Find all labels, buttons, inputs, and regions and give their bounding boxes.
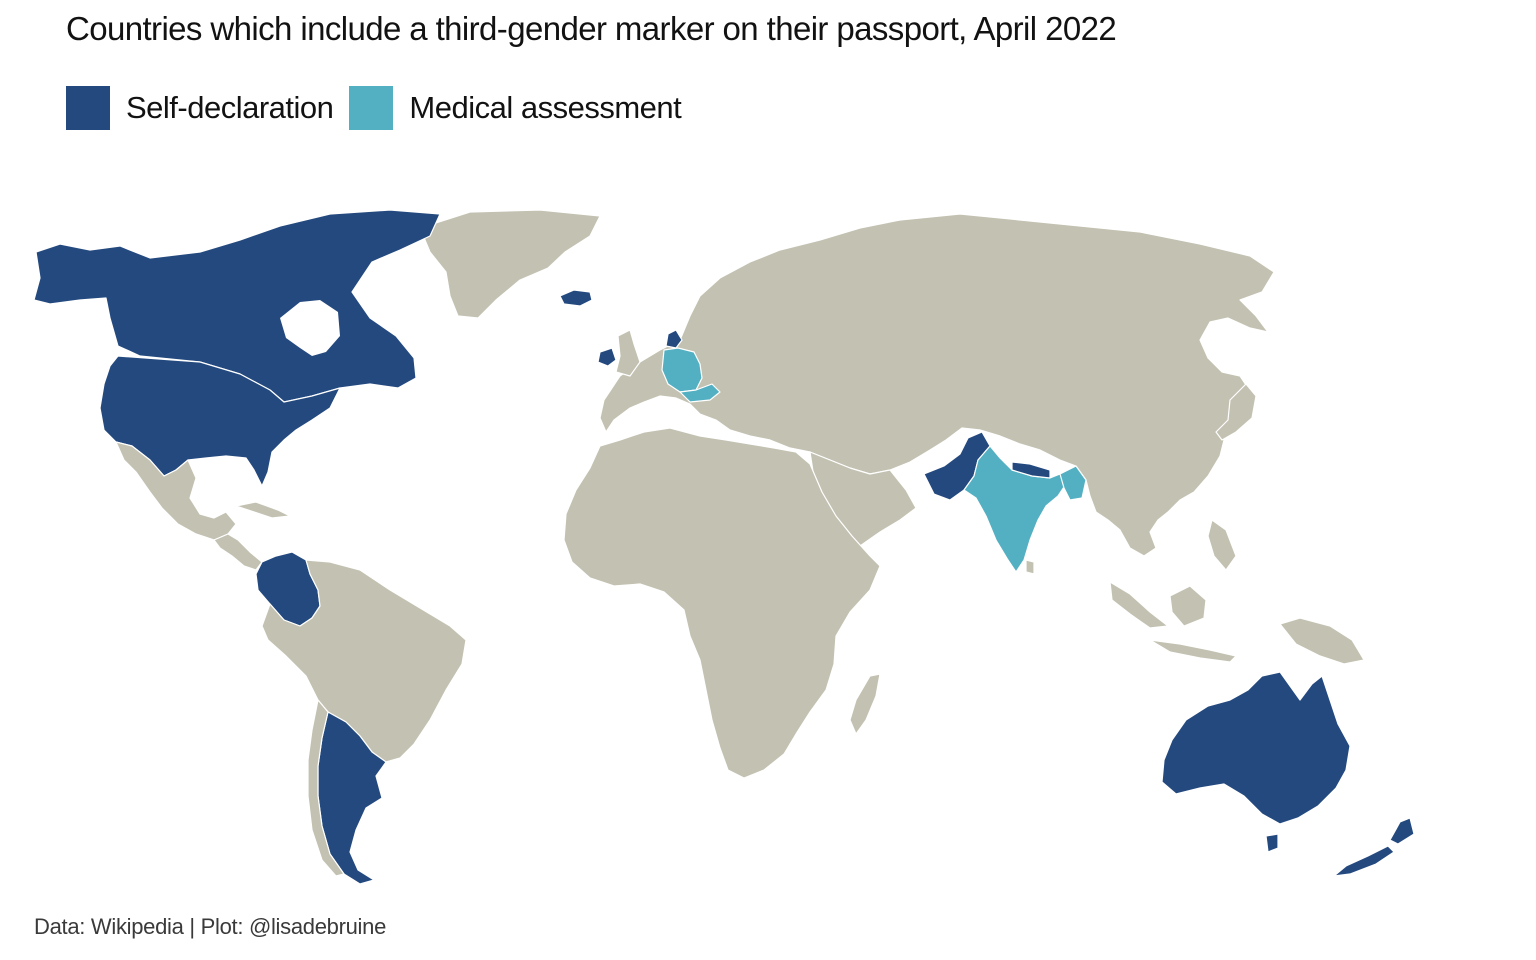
country-bangladesh xyxy=(1059,465,1087,501)
legend-swatch-medical-assessment xyxy=(349,86,394,130)
country-united-states xyxy=(99,355,341,487)
country-mexico xyxy=(115,441,237,541)
legend-item-medical-assessment: Medical assessment xyxy=(349,86,682,130)
country-indonesia-java xyxy=(1149,639,1237,663)
country-eurasia xyxy=(599,213,1275,557)
country-greenland xyxy=(419,209,601,319)
hudson-bay xyxy=(280,300,340,356)
legend: Self-declaration Medical assessment xyxy=(66,86,697,130)
country-southeast-asia xyxy=(1109,581,1169,629)
world-map xyxy=(33,209,1415,885)
country-cuba xyxy=(235,501,291,519)
country-madagascar xyxy=(849,673,881,735)
legend-swatch-self-declaration xyxy=(66,86,110,130)
chart-title: Countries which include a third-gender m… xyxy=(66,10,1117,47)
legend-label-medical-assessment: Medical assessment xyxy=(409,90,682,125)
country-australia xyxy=(1161,671,1351,825)
country-new-zealand-south xyxy=(1333,845,1395,877)
country-ireland xyxy=(597,347,617,367)
country-borneo xyxy=(1169,585,1207,627)
country-chile xyxy=(307,699,345,877)
country-new-zealand xyxy=(1389,817,1415,845)
country-africa xyxy=(563,427,881,779)
country-sri-lanka xyxy=(1025,559,1035,575)
country-new-guinea xyxy=(1279,617,1365,665)
country-japan xyxy=(1215,383,1257,441)
country-central-america xyxy=(213,533,263,571)
country-austria xyxy=(679,383,721,403)
legend-label-self-declaration: Self-declaration xyxy=(126,90,334,125)
country-denmark xyxy=(665,329,683,349)
country-tasmania xyxy=(1265,833,1279,853)
legend-item-self-declaration: Self-declaration xyxy=(66,86,334,130)
source-caption: Data: Wikipedia | Plot: @lisadebruine xyxy=(34,914,387,939)
country-philippines xyxy=(1207,519,1237,571)
country-germany xyxy=(661,347,703,393)
country-nepal xyxy=(1011,461,1051,479)
country-iceland xyxy=(559,289,593,307)
country-canada xyxy=(33,209,441,403)
country-united-kingdom xyxy=(615,329,641,377)
